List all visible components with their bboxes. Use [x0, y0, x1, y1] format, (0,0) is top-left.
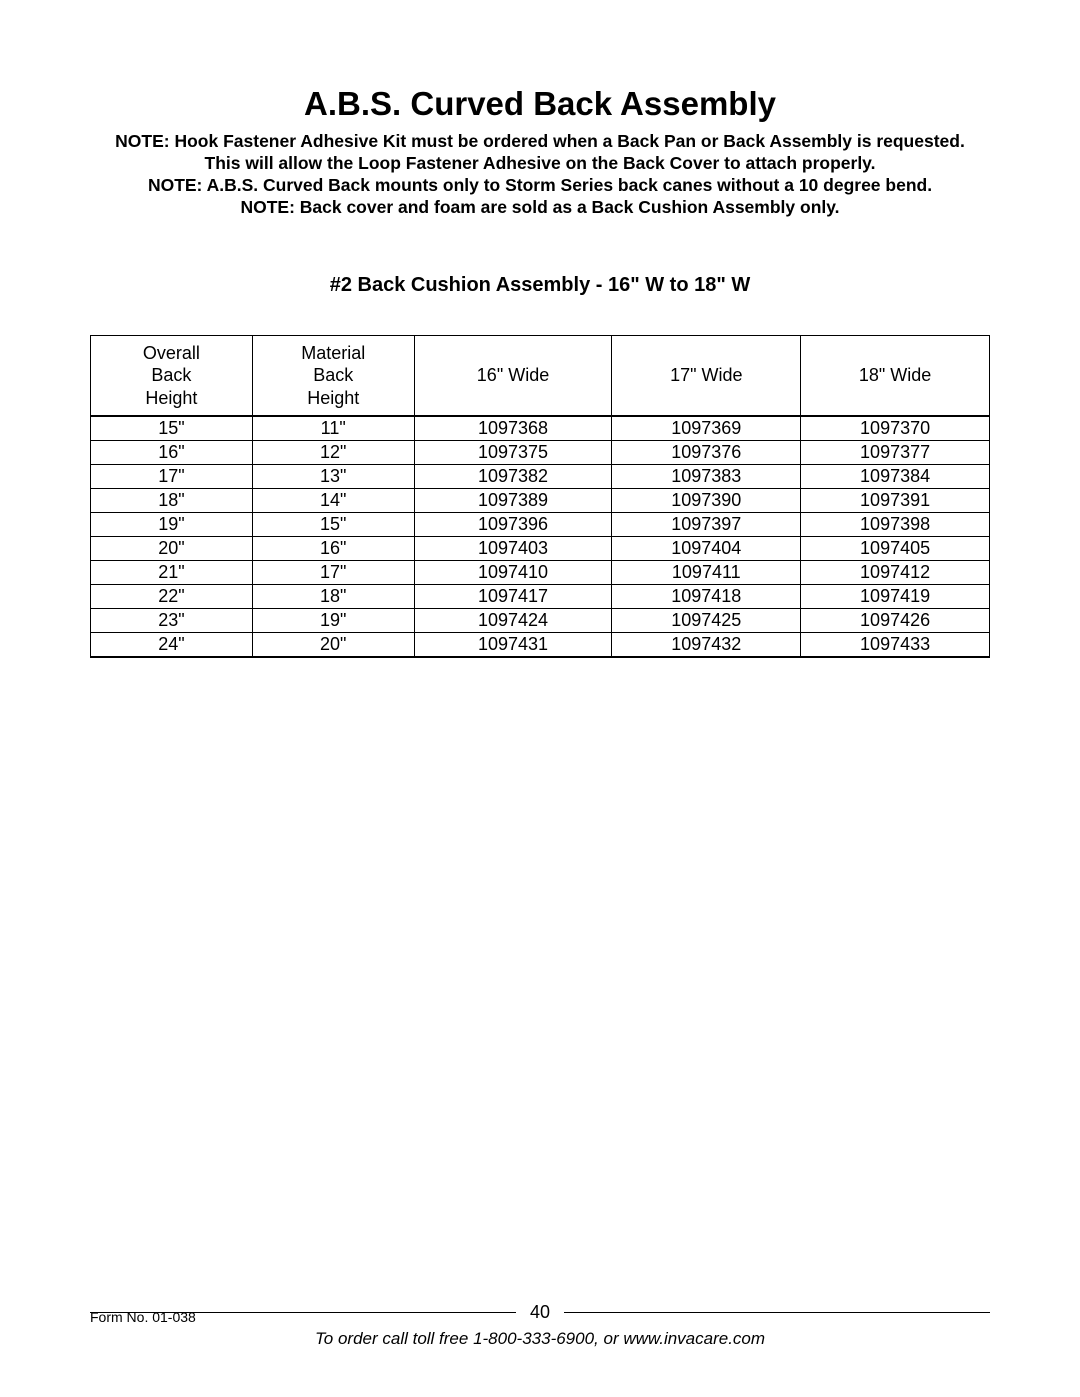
footer-rule-line	[564, 1312, 990, 1313]
table-row: 22" 18" 1097417 1097418 1097419	[91, 585, 990, 609]
cell: 1097424	[414, 609, 612, 633]
cell: 1097396	[414, 513, 612, 537]
cell: 15"	[252, 513, 414, 537]
cell: 20"	[252, 633, 414, 658]
cell: 1097410	[414, 561, 612, 585]
cell: 24"	[91, 633, 253, 658]
cell: 1097418	[612, 585, 801, 609]
note-line: NOTE: Back cover and foam are sold as a …	[90, 197, 990, 219]
cell: 18"	[91, 489, 253, 513]
cell: 1097382	[414, 465, 612, 489]
cell: 1097405	[801, 537, 990, 561]
cell: 1097397	[612, 513, 801, 537]
footer-text-row: Form No. 01-038 To order call toll free …	[90, 1329, 990, 1349]
cell: 16"	[252, 537, 414, 561]
table-row: 24" 20" 1097431 1097432 1097433	[91, 633, 990, 658]
table-body: 15" 11" 1097368 1097369 1097370 16" 12" …	[91, 416, 990, 657]
cell: 12"	[252, 441, 414, 465]
page-footer: 40 Form No. 01-038 To order call toll fr…	[90, 1302, 990, 1349]
cell: 1097377	[801, 441, 990, 465]
cell: 1097419	[801, 585, 990, 609]
page: A.B.S. Curved Back Assembly NOTE: Hook F…	[0, 0, 1080, 1397]
cell: 1097390	[612, 489, 801, 513]
table-row: 20" 16" 1097403 1097404 1097405	[91, 537, 990, 561]
cell: 17"	[91, 465, 253, 489]
table-row: 19" 15" 1097396 1097397 1097398	[91, 513, 990, 537]
cell: 1097375	[414, 441, 612, 465]
col-header-overall-back-height: OverallBackHeight	[91, 335, 253, 416]
cell: 1097403	[414, 537, 612, 561]
col-header-text: OverallBackHeight	[143, 343, 200, 408]
cell: 18"	[252, 585, 414, 609]
cell: 1097404	[612, 537, 801, 561]
col-header-text: 18" Wide	[859, 365, 931, 385]
cell: 1097412	[801, 561, 990, 585]
cell: 1097384	[801, 465, 990, 489]
table-row: 15" 11" 1097368 1097369 1097370	[91, 416, 990, 441]
cell: 15"	[91, 416, 253, 441]
col-header-material-back-height: MaterialBackHeight	[252, 335, 414, 416]
cell: 1097368	[414, 416, 612, 441]
note-line: NOTE: A.B.S. Curved Back mounts only to …	[90, 175, 990, 197]
note-line: NOTE: Hook Fastener Adhesive Kit must be…	[90, 131, 990, 153]
cell: 20"	[91, 537, 253, 561]
cell: 1097369	[612, 416, 801, 441]
cell: 1097370	[801, 416, 990, 441]
cell: 1097376	[612, 441, 801, 465]
cell: 14"	[252, 489, 414, 513]
col-header-text: MaterialBackHeight	[301, 343, 365, 408]
col-header-text: 17" Wide	[670, 365, 742, 385]
cell: 1097426	[801, 609, 990, 633]
table-row: 17" 13" 1097382 1097383 1097384	[91, 465, 990, 489]
page-number: 40	[530, 1302, 550, 1323]
table-row: 18" 14" 1097389 1097390 1097391	[91, 489, 990, 513]
order-text: To order call toll free 1-800-333-6900, …	[315, 1329, 765, 1348]
col-header-18-wide: 18" Wide	[801, 335, 990, 416]
cell: 1097411	[612, 561, 801, 585]
cell: 1097432	[612, 633, 801, 658]
table-row: 16" 12" 1097375 1097376 1097377	[91, 441, 990, 465]
footer-rule: 40	[90, 1302, 990, 1323]
cell: 1097398	[801, 513, 990, 537]
cell: 21"	[91, 561, 253, 585]
table-row: 21" 17" 1097410 1097411 1097412	[91, 561, 990, 585]
cell: 1097417	[414, 585, 612, 609]
cell: 1097431	[414, 633, 612, 658]
form-number: Form No. 01-038	[90, 1309, 196, 1325]
cell: 1097389	[414, 489, 612, 513]
page-title: A.B.S. Curved Back Assembly	[90, 85, 990, 123]
parts-table: OverallBackHeight MaterialBackHeight 16"…	[90, 335, 990, 659]
cell: 19"	[252, 609, 414, 633]
col-header-text: 16" Wide	[477, 365, 549, 385]
cell: 13"	[252, 465, 414, 489]
table-subheading: #2 Back Cushion Assembly - 16" W to 18" …	[90, 274, 990, 297]
cell: 23"	[91, 609, 253, 633]
table-row: 23" 19" 1097424 1097425 1097426	[91, 609, 990, 633]
cell: 19"	[91, 513, 253, 537]
cell: 1097391	[801, 489, 990, 513]
col-header-16-wide: 16" Wide	[414, 335, 612, 416]
table-header-row: OverallBackHeight MaterialBackHeight 16"…	[91, 335, 990, 416]
cell: 1097433	[801, 633, 990, 658]
cell: 1097383	[612, 465, 801, 489]
cell: 11"	[252, 416, 414, 441]
cell: 17"	[252, 561, 414, 585]
cell: 22"	[91, 585, 253, 609]
note-line: This will allow the Loop Fastener Adhesi…	[90, 153, 990, 175]
cell: 1097425	[612, 609, 801, 633]
cell: 16"	[91, 441, 253, 465]
col-header-17-wide: 17" Wide	[612, 335, 801, 416]
notes-block: NOTE: Hook Fastener Adhesive Kit must be…	[90, 131, 990, 219]
